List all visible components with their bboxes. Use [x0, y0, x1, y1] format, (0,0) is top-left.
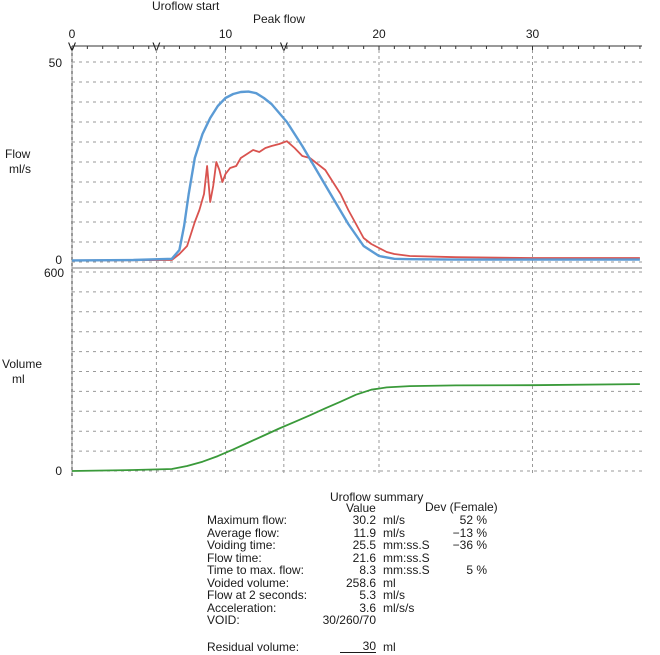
summary-row-dev: 5 %	[466, 563, 487, 577]
residual-label: Residual volume:	[207, 640, 300, 654]
summary-row-unit: ml/s	[383, 513, 405, 527]
x-tick-label: 30	[526, 27, 540, 41]
summary-row-value: 25.5	[352, 538, 376, 552]
flow-y-tick-label: 0	[55, 253, 62, 267]
volume-y-tick-label: 0	[55, 464, 62, 478]
flow-series-red-line	[71, 140, 640, 262]
residual-unit: ml	[383, 640, 396, 654]
summary-row-label: Maximum flow:	[207, 513, 288, 527]
flow-series-blue-line	[71, 90, 640, 262]
summary-dev-header: Dev (Female)	[425, 500, 498, 514]
summary-row-unit: ml	[383, 575, 396, 590]
summary-title: Uroflow summary	[330, 490, 424, 504]
x-tick-label: 20	[372, 27, 386, 41]
summary-value-header: Value	[346, 501, 376, 515]
x-tick-label: 10	[219, 27, 233, 41]
event-marker: V	[152, 40, 160, 54]
summary-row-value: 30/260/70	[322, 613, 376, 627]
flow-axis-label-unit: ml/s	[9, 162, 31, 176]
summary-row-label: Time to max. flow:	[207, 563, 304, 577]
summary-row-label: Acceleration:	[207, 600, 277, 615]
summary-row-dev: −13 %	[452, 525, 487, 540]
summary-row-value: 258.6	[345, 575, 376, 590]
summary-row-label: VOID:	[207, 613, 240, 627]
summary-row-value: 5.3	[359, 588, 376, 602]
summary-row-unit: ml/s	[383, 525, 405, 540]
summary-row-label: Voided volume:	[207, 575, 290, 590]
summary-row-value: 8.3	[359, 563, 376, 577]
event-marker: V	[68, 40, 76, 54]
summary-row-label: Average flow:	[207, 525, 280, 540]
flow-axis-label-line: Flow	[5, 147, 31, 161]
residual-value: 30	[340, 640, 376, 653]
summary-row-label: Flow time:	[207, 550, 262, 565]
volume-axis-label-unit: ml	[12, 372, 25, 386]
summary-row-unit: ml/s/s	[383, 600, 415, 615]
summary-row-dev: −36 %	[452, 538, 487, 552]
summary-row-label: Flow at 2 seconds:	[207, 588, 308, 602]
summary-row-value: 11.9	[353, 525, 376, 540]
event-marker: V	[280, 40, 288, 54]
flow-axis-label: Flow ml/s	[5, 147, 31, 176]
summary-row-value: 21.6	[352, 550, 376, 565]
summary-row-unit: mm:ss.S	[383, 563, 430, 577]
uroflow-start-label: Uroflow start	[152, 0, 220, 13]
volume-series-line	[71, 383, 640, 472]
volume-axis-label-line: Volume	[2, 357, 42, 371]
summary-row-unit: ml/s	[383, 588, 405, 602]
flow-y-tick-label: 50	[49, 56, 63, 70]
volume-y-tick-label: 600	[44, 266, 64, 280]
summary-row-label: Voiding time:	[207, 538, 276, 552]
x-tick-label: 0	[69, 27, 76, 41]
summary-row-unit: mm:ss.S	[383, 538, 430, 552]
summary-row-dev: 52 %	[459, 513, 487, 527]
peak-flow-label: Peak flow	[253, 12, 305, 26]
summary-row-unit: mm:ss.S	[383, 550, 430, 565]
summary-row-value: 30.2	[352, 513, 376, 527]
volume-axis-label: Volume ml	[2, 357, 42, 386]
summary-row-value: 3.6	[359, 600, 376, 615]
